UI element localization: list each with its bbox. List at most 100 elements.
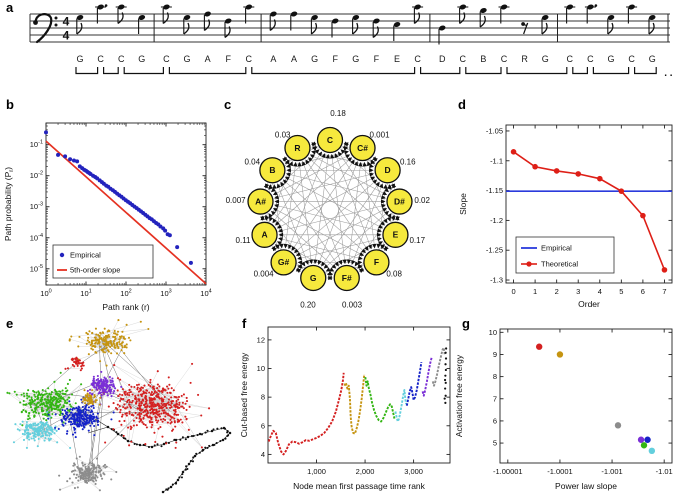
tick-label: -1.001 bbox=[601, 467, 622, 476]
tick-label: 0 bbox=[511, 287, 515, 296]
note-node: A bbox=[251, 221, 278, 248]
panel-b-label: b bbox=[6, 97, 14, 112]
panel-e-label: e bbox=[6, 316, 14, 331]
energy-segment bbox=[343, 374, 366, 435]
tick-label: 10-2 bbox=[30, 171, 43, 181]
note-node: F bbox=[363, 249, 390, 276]
axis-label: Node mean first passage time rank bbox=[293, 481, 426, 491]
tick-label: -1.01 bbox=[656, 467, 673, 476]
node-cluster bbox=[81, 389, 102, 406]
note-letter: G bbox=[311, 54, 318, 64]
note bbox=[541, 14, 549, 35]
tick-label: 8 bbox=[493, 372, 497, 381]
free-energy-rank-chart: 1,000 2,000 3,000 4 6 8 10 12 Node mean first pa… bbox=[239, 326, 451, 491]
theoretical-point bbox=[661, 267, 668, 273]
path-probability-chart: 100 101 102 103 104 10-1 10-2 10-3 10-4 10-5 Empir… bbox=[3, 122, 212, 312]
node-cluster bbox=[86, 370, 123, 406]
note-probability: 0.08 bbox=[386, 270, 402, 279]
node-cluster bbox=[47, 396, 115, 439]
tick-label: 10-4 bbox=[30, 233, 43, 243]
tick-label: 5 bbox=[619, 287, 623, 296]
note bbox=[269, 11, 277, 32]
plot-frame bbox=[499, 328, 673, 464]
note bbox=[290, 11, 298, 31]
note-transition-network: C 0.18 C#0.001 D 0.16 D# 0.02 E 0.17 F 0.08 F# 0.003… bbox=[226, 109, 431, 309]
community-point bbox=[614, 422, 622, 429]
tick-label: 100 bbox=[40, 289, 51, 299]
panel-f-label: f bbox=[242, 316, 247, 331]
note-node: C# bbox=[349, 134, 376, 162]
tick-label: 6 bbox=[493, 416, 497, 425]
note-node: A# bbox=[247, 188, 274, 215]
axis-label: Slope bbox=[458, 193, 468, 215]
plot-frame bbox=[267, 326, 451, 464]
phrase-bracket bbox=[168, 67, 247, 75]
slope-vs-order-chart: 0 1 2 3 4 5 6 7 -1.05 -1.1 -1.15 -1.2 -1.25 -1.3 Empir… bbox=[458, 124, 673, 309]
note bbox=[160, 4, 172, 25]
note bbox=[564, 4, 576, 24]
theoretical-point bbox=[596, 175, 603, 182]
note bbox=[412, 4, 424, 25]
phrase-bracket bbox=[75, 67, 99, 75]
phrase-bracket bbox=[506, 67, 568, 75]
panel-a-label: a bbox=[6, 0, 14, 15]
tick-label: 102 bbox=[120, 289, 131, 299]
note-node-label: F# bbox=[342, 273, 352, 283]
note bbox=[626, 4, 638, 24]
fit-line bbox=[45, 140, 207, 285]
note-letter: G bbox=[352, 54, 359, 64]
bass-clef-icon bbox=[33, 13, 58, 44]
note-node: R bbox=[284, 134, 311, 162]
note-probability: 0.007 bbox=[226, 196, 247, 205]
note bbox=[584, 4, 598, 24]
tick-label: 5 bbox=[493, 439, 497, 448]
black-chain bbox=[87, 418, 232, 494]
tick-label: 7 bbox=[662, 287, 666, 296]
note bbox=[203, 11, 211, 32]
phrase-bracket bbox=[251, 67, 416, 75]
tick-label: 10 bbox=[257, 364, 265, 373]
note bbox=[183, 14, 191, 35]
note-letter: E bbox=[394, 54, 400, 64]
theoretical-point bbox=[553, 168, 560, 174]
node-cluster bbox=[58, 455, 118, 492]
note-letter: C bbox=[118, 54, 125, 64]
panel-d-label: d bbox=[458, 97, 466, 112]
community-network-graph bbox=[6, 319, 232, 494]
note-node-label: G bbox=[310, 273, 317, 283]
legend-label: Empirical bbox=[541, 244, 572, 253]
community-point bbox=[644, 436, 651, 443]
note-letter: C bbox=[587, 54, 594, 64]
note-node-label: G# bbox=[278, 257, 290, 267]
tick-label: 10-1 bbox=[30, 140, 43, 150]
note-node-label: C bbox=[327, 135, 333, 145]
note-letter: F bbox=[374, 54, 380, 64]
note-node: D bbox=[374, 157, 401, 184]
community-point bbox=[637, 436, 645, 443]
tick-label: 3 bbox=[576, 287, 580, 296]
tick-label: 2 bbox=[555, 287, 559, 296]
tick-label: 12 bbox=[257, 335, 265, 344]
note-probability: 0.004 bbox=[254, 270, 275, 279]
note bbox=[393, 21, 401, 41]
tick-label: 1,000 bbox=[307, 467, 326, 476]
note-letter: G bbox=[542, 54, 549, 64]
panel-g-label: g bbox=[462, 316, 470, 331]
theoretical-point bbox=[575, 171, 582, 177]
empirical-points bbox=[44, 130, 193, 265]
note bbox=[498, 4, 510, 24]
note-node: G# bbox=[270, 249, 297, 276]
legend-label: Empirical bbox=[70, 251, 101, 260]
note-letter: A bbox=[205, 54, 211, 64]
note bbox=[224, 18, 232, 39]
time-signature: 4 bbox=[63, 15, 70, 29]
community-point bbox=[640, 442, 648, 449]
tick-label: 104 bbox=[200, 289, 211, 299]
note bbox=[76, 14, 84, 35]
energy-segment bbox=[267, 372, 345, 456]
note-node: E bbox=[382, 221, 409, 248]
note-node-label: A bbox=[261, 230, 267, 240]
note-node: F# bbox=[333, 264, 360, 292]
time-signature: 4 bbox=[63, 29, 70, 43]
